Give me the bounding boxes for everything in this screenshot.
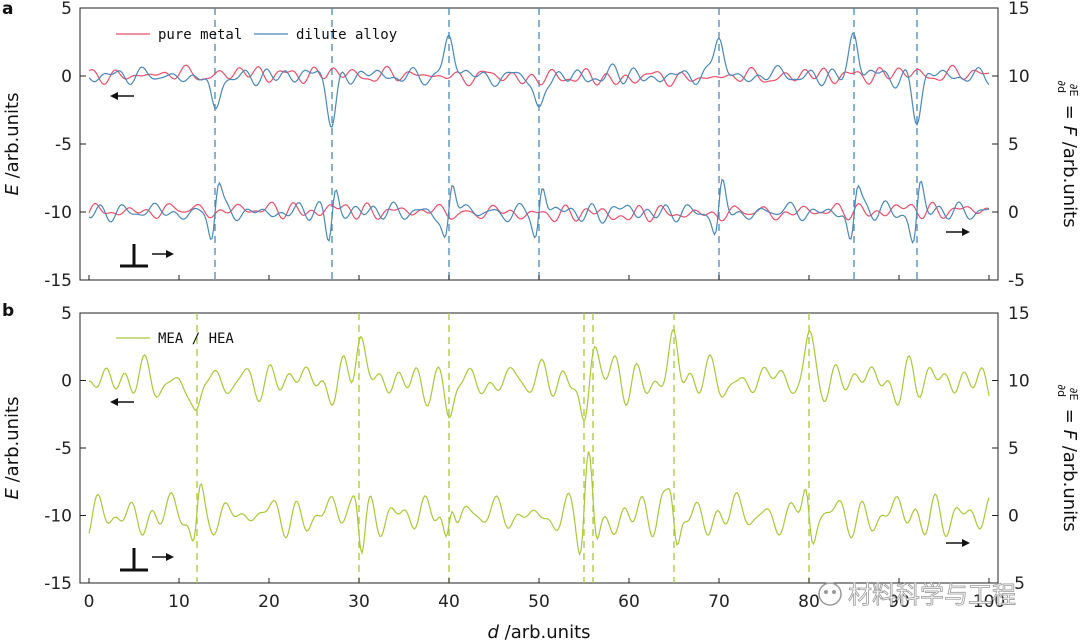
legend-label-pure-metal: pure metal xyxy=(158,27,242,43)
y-tick-label-left: -15 xyxy=(44,271,72,291)
watermark-text: 材料科学与工程 xyxy=(848,581,1016,609)
y-tick-label-right: 15 xyxy=(1008,0,1030,19)
y-tick-label-left: -15 xyxy=(44,574,72,594)
legend-label-dilute-alloy: dilute alloy xyxy=(296,27,397,43)
dislocation-symbol xyxy=(120,244,174,268)
x-tick-label: 30 xyxy=(348,592,370,612)
series-line-mea-hea-energy xyxy=(89,329,990,423)
y-tick-label-left: -5 xyxy=(55,135,72,155)
right-axis-arrow xyxy=(946,228,970,236)
series-line-dilute-alloy-energy xyxy=(88,32,990,128)
panel-b-series xyxy=(88,329,990,557)
panel-b-dislocation-lines xyxy=(196,313,810,583)
legend-label-mea-hea: MEA / HEA xyxy=(158,331,234,347)
left-axis-arrow xyxy=(110,398,134,406)
y-tick-label-right: 5 xyxy=(1008,135,1019,155)
panel-b-frame xyxy=(79,312,999,584)
x-tick-label: 80 xyxy=(798,592,820,612)
x-tick-label: 90 xyxy=(888,592,910,612)
panel-a: a 5 0 -5 -10 -15 15 10 5 0 -5 E /arb.units ∂E∂d … xyxy=(2,0,1080,291)
panel-b-label: b xyxy=(2,301,14,321)
panel-b-left-ylabel: E /arb.units xyxy=(2,397,23,500)
y-tick-label-left: 5 xyxy=(61,304,72,324)
y-tick-label-left: 0 xyxy=(61,67,72,87)
panel-a-right-ylabel: ∂E∂d = F /arb.units xyxy=(1055,80,1080,227)
y-tick-label-left: -10 xyxy=(44,203,72,223)
x-tick-label: 70 xyxy=(708,592,730,612)
y-tick-label-left: 0 xyxy=(61,372,72,392)
watermark: 材料科学与工程 xyxy=(818,581,1016,609)
svg-text:∂E∂d = F /arb.units: ∂E∂d = F /arb.units xyxy=(1055,384,1080,531)
panel-a-left-ylabel: E /arb.units xyxy=(2,93,23,196)
x-tick-label: 10 xyxy=(168,592,190,612)
dislocation-symbol xyxy=(120,548,174,572)
y-tick-label-right: 10 xyxy=(1008,67,1030,87)
right-axis-arrow xyxy=(946,539,970,547)
y-tick-label-right: -5 xyxy=(1008,271,1025,291)
x-tick-label: 60 xyxy=(618,592,640,612)
panel-b-right-ylabel: ∂E∂d = F /arb.units xyxy=(1055,384,1080,531)
panel-b-left-ticks: 5 0 -5 -10 -15 xyxy=(44,304,990,594)
y-tick-label-right: 5 xyxy=(1008,439,1019,459)
panel-b-legend: MEA / HEA xyxy=(116,331,234,347)
x-tick-label: 40 xyxy=(438,592,460,612)
panel-a-label: a xyxy=(2,0,13,19)
x-axis-label: d /arb.units xyxy=(487,622,590,643)
wechat-icon xyxy=(818,582,842,606)
panel-a-left-ticks: 5 0 -5 -10 -15 xyxy=(44,0,990,291)
x-tick-label: 20 xyxy=(258,592,280,612)
svg-text:∂E∂d = F /arb.units: ∂E∂d = F /arb.units xyxy=(1055,80,1080,227)
y-tick-label-right: 15 xyxy=(1008,304,1030,324)
y-tick-label-left: -5 xyxy=(55,439,72,459)
left-axis-arrow xyxy=(110,92,134,100)
x-tick-label: 100 xyxy=(973,592,1005,612)
y-tick-label-left: 5 xyxy=(61,0,72,19)
panel-a-legend: pure metal dilute alloy xyxy=(116,27,397,43)
panel-a-series xyxy=(88,32,990,245)
series-line-mea-hea-force xyxy=(88,451,990,557)
panel-b-right-ticks: 15 10 5 0 -5 xyxy=(992,304,1030,594)
y-tick-label-right: 0 xyxy=(1008,203,1019,223)
y-tick-label-right: 10 xyxy=(1008,372,1030,392)
y-tick-label-right: 0 xyxy=(1008,507,1019,527)
x-tick-label: 50 xyxy=(528,592,550,612)
series-line-dilute-alloy-force xyxy=(88,178,990,245)
y-tick-label-left: -10 xyxy=(44,507,72,527)
panel-a-right-ticks: 15 10 5 0 -5 xyxy=(992,0,1030,291)
panel-b-x-ticks: 0 10 20 30 40 50 60 70 80 90 100 xyxy=(84,592,1006,612)
panel-a-dislocation-lines xyxy=(214,8,918,280)
y-tick-label-right: -5 xyxy=(1008,574,1025,594)
x-tick-label: 0 xyxy=(84,592,95,612)
